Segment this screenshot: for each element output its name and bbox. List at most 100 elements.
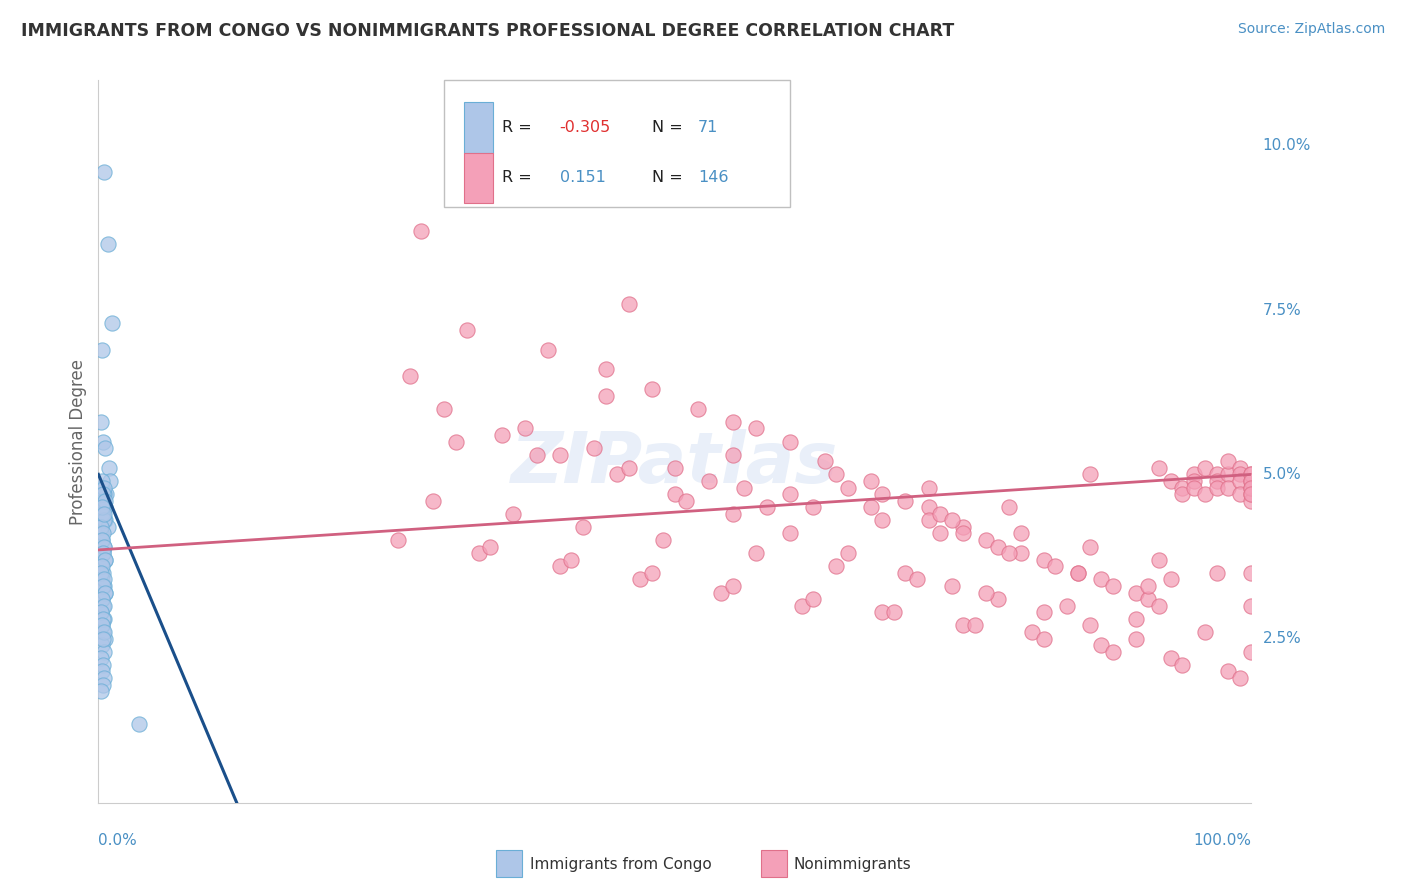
Point (825, 467, 848, 482)
Point (998, 500, 1021, 515)
Point (721, 448, 744, 462)
Point (90, 415, 112, 429)
Point (91, 434, 114, 449)
Point (917, 500, 939, 515)
Point (1240, 467, 1263, 482)
Point (560, 553, 582, 567)
Point (1021, 625, 1043, 640)
Point (1205, 481, 1227, 495)
Text: 100.0%: 100.0% (1194, 833, 1251, 848)
Text: -0.305: -0.305 (560, 120, 610, 135)
Point (859, 474, 882, 488)
Text: 7.5%: 7.5% (1263, 302, 1301, 318)
Text: Nonimmigrants: Nonimmigrants (793, 856, 911, 871)
Point (90, 520, 112, 534)
Point (91, 546, 114, 560)
Text: 146: 146 (697, 170, 728, 186)
Point (93, 507, 115, 521)
Point (1010, 526, 1032, 541)
Point (94, 513, 117, 527)
Point (90, 566, 112, 580)
Point (91, 546, 114, 560)
Text: Source: ZipAtlas.com: Source: ZipAtlas.com (1237, 22, 1385, 37)
Point (917, 513, 939, 527)
Text: 0.0%: 0.0% (98, 833, 138, 848)
Point (595, 362, 617, 376)
Point (94, 553, 117, 567)
Point (1194, 460, 1216, 475)
Point (1102, 645, 1125, 659)
Point (90, 618, 112, 632)
Point (94, 493, 117, 508)
Point (1229, 474, 1251, 488)
FancyBboxPatch shape (762, 850, 787, 877)
Point (1182, 474, 1205, 488)
Point (90, 592, 112, 607)
Point (721, 415, 744, 429)
Point (617, 460, 640, 475)
Point (93, 513, 115, 527)
Point (583, 441, 606, 455)
Point (93, 579, 115, 593)
Point (94, 553, 117, 567)
Point (97, 237, 120, 252)
Point (606, 467, 628, 482)
Point (91, 612, 114, 626)
Point (1240, 481, 1263, 495)
Point (664, 487, 686, 501)
Point (1032, 632, 1054, 646)
Point (93, 481, 115, 495)
Point (90, 343, 112, 357)
Point (733, 481, 755, 495)
Point (998, 546, 1021, 560)
Point (387, 533, 409, 547)
Point (444, 434, 467, 449)
Point (90, 533, 112, 547)
Point (1240, 481, 1263, 495)
Point (90, 500, 112, 515)
Point (1240, 645, 1263, 659)
Point (93, 645, 115, 659)
Text: 2.5%: 2.5% (1263, 632, 1301, 646)
Point (710, 585, 733, 599)
Point (90, 592, 112, 607)
Point (90, 665, 112, 679)
Point (721, 507, 744, 521)
Point (1078, 540, 1101, 554)
Point (1090, 638, 1112, 652)
Point (468, 546, 491, 560)
Point (699, 474, 721, 488)
Point (90, 559, 112, 574)
Point (90, 481, 112, 495)
Point (917, 481, 939, 495)
Point (91, 677, 114, 691)
Point (814, 454, 837, 468)
Point (929, 507, 952, 521)
Point (1240, 474, 1263, 488)
Point (1240, 467, 1263, 482)
Point (1125, 612, 1147, 626)
Point (872, 513, 894, 527)
Point (859, 500, 882, 515)
Point (1010, 546, 1032, 560)
Point (1125, 585, 1147, 599)
Point (974, 533, 997, 547)
Point (1067, 566, 1090, 580)
Point (1240, 566, 1263, 580)
Point (98, 474, 121, 488)
Point (1240, 487, 1263, 501)
Point (1056, 599, 1078, 613)
Point (1205, 474, 1227, 488)
Point (90, 651, 112, 665)
Point (91, 657, 114, 672)
Point (1218, 454, 1240, 468)
Point (1160, 573, 1182, 587)
Text: R =: R = (502, 170, 531, 186)
Point (90, 573, 112, 587)
Point (987, 540, 1010, 554)
Point (872, 605, 894, 619)
Point (91, 487, 114, 501)
Point (91, 632, 114, 646)
Point (779, 487, 801, 501)
Point (790, 599, 813, 613)
